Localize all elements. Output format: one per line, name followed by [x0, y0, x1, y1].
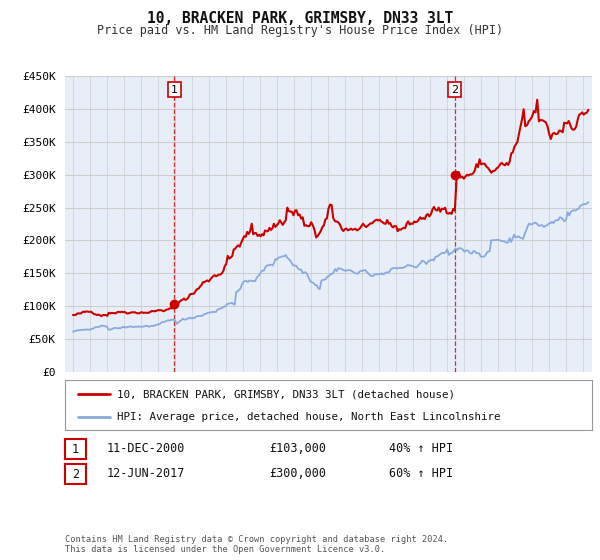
Text: 2: 2	[451, 85, 458, 95]
Text: £300,000: £300,000	[269, 466, 326, 480]
Text: Contains HM Land Registry data © Crown copyright and database right 2024.
This d: Contains HM Land Registry data © Crown c…	[65, 535, 448, 554]
Text: 12-JUN-2017: 12-JUN-2017	[107, 466, 185, 480]
Text: 10, BRACKEN PARK, GRIMSBY, DN33 3LT (detached house): 10, BRACKEN PARK, GRIMSBY, DN33 3LT (det…	[118, 389, 455, 399]
Text: 11-DEC-2000: 11-DEC-2000	[107, 441, 185, 455]
Text: HPI: Average price, detached house, North East Lincolnshire: HPI: Average price, detached house, Nort…	[118, 412, 501, 422]
Text: £103,000: £103,000	[269, 441, 326, 455]
Text: 2: 2	[72, 468, 79, 481]
Text: 1: 1	[171, 85, 178, 95]
Text: 60% ↑ HPI: 60% ↑ HPI	[389, 466, 453, 480]
Text: 1: 1	[72, 442, 79, 456]
Text: 40% ↑ HPI: 40% ↑ HPI	[389, 441, 453, 455]
Text: 10, BRACKEN PARK, GRIMSBY, DN33 3LT: 10, BRACKEN PARK, GRIMSBY, DN33 3LT	[147, 11, 453, 26]
Text: Price paid vs. HM Land Registry's House Price Index (HPI): Price paid vs. HM Land Registry's House …	[97, 24, 503, 37]
